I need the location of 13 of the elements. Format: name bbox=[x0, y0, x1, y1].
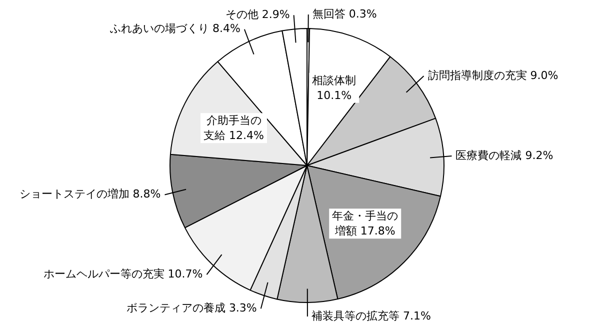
slice-label: ボランティアの養成 3.3% bbox=[126, 302, 257, 315]
slice-label: 補装具等の拡充等 7.1% bbox=[311, 309, 431, 322]
slice-label: その他 2.9% bbox=[225, 8, 290, 21]
slice-label: ショートステイの増加 8.8% bbox=[19, 188, 161, 201]
slice-label: 介助手当の支給 12.4% bbox=[204, 114, 264, 142]
slice-label: 無回答 0.3% bbox=[312, 7, 377, 20]
data-label: 10.1% bbox=[316, 88, 352, 102]
slice-label: 医療費の軽減 9.2% bbox=[456, 148, 554, 162]
slice-label: ホームヘルパー等の充実 10.7% bbox=[43, 267, 203, 280]
slice-label: ふれあいの場づくり 8.4% bbox=[108, 22, 240, 36]
slice-label: 年金・手当の増額 17.8% bbox=[332, 209, 398, 238]
slice-label: 訪問指導制度の充実 9.0% bbox=[428, 68, 558, 82]
slice-label: 相談体制 bbox=[312, 74, 356, 87]
